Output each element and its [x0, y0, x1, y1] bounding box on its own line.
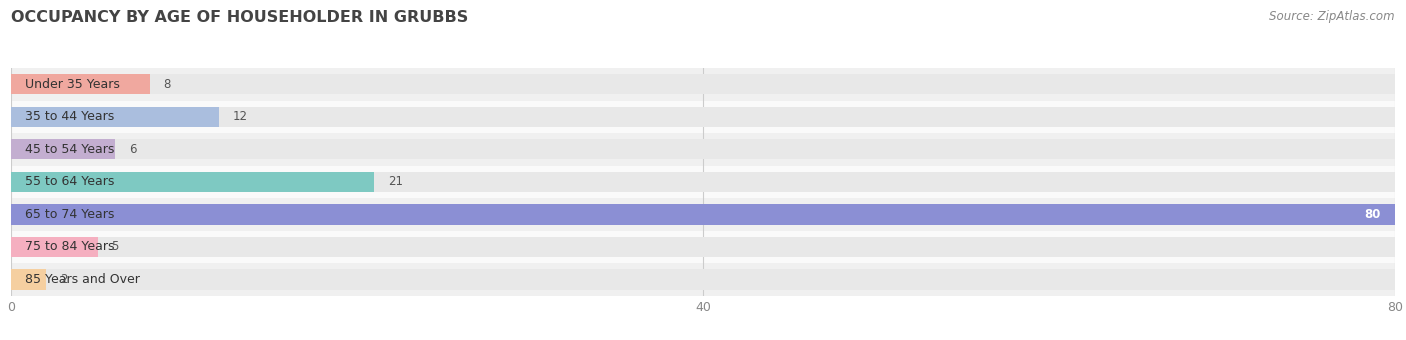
Text: 8: 8 — [163, 78, 170, 91]
Bar — [11, 74, 149, 95]
Bar — [11, 198, 1395, 231]
Bar — [11, 166, 1395, 198]
Bar — [11, 107, 219, 127]
Text: 35 to 44 Years: 35 to 44 Years — [25, 110, 114, 123]
Bar — [11, 68, 1395, 101]
Text: 55 to 64 Years: 55 to 64 Years — [25, 175, 114, 188]
Text: 12: 12 — [232, 110, 247, 123]
Bar — [11, 133, 1395, 166]
Bar — [11, 101, 1395, 133]
Text: 2: 2 — [59, 273, 67, 286]
Bar — [11, 139, 115, 159]
Text: 80: 80 — [1365, 208, 1381, 221]
Bar — [11, 204, 1395, 224]
Text: 21: 21 — [388, 175, 404, 188]
Bar — [11, 172, 1395, 192]
Bar — [11, 269, 1395, 290]
Bar — [11, 231, 1395, 263]
Bar — [11, 237, 1395, 257]
Bar — [11, 204, 1395, 224]
Bar — [11, 263, 1395, 296]
Text: Source: ZipAtlas.com: Source: ZipAtlas.com — [1270, 10, 1395, 23]
Bar — [11, 172, 374, 192]
Bar — [11, 107, 1395, 127]
Text: Under 35 Years: Under 35 Years — [25, 78, 120, 91]
Bar — [11, 237, 98, 257]
Bar — [11, 74, 1395, 95]
Bar — [11, 269, 46, 290]
Text: 65 to 74 Years: 65 to 74 Years — [25, 208, 114, 221]
Text: OCCUPANCY BY AGE OF HOUSEHOLDER IN GRUBBS: OCCUPANCY BY AGE OF HOUSEHOLDER IN GRUBB… — [11, 10, 468, 25]
Text: 85 Years and Over: 85 Years and Over — [25, 273, 141, 286]
Text: 45 to 54 Years: 45 to 54 Years — [25, 143, 114, 156]
Text: 5: 5 — [111, 240, 120, 254]
Text: 6: 6 — [129, 143, 136, 156]
Bar — [11, 139, 1395, 159]
Text: 75 to 84 Years: 75 to 84 Years — [25, 240, 114, 254]
